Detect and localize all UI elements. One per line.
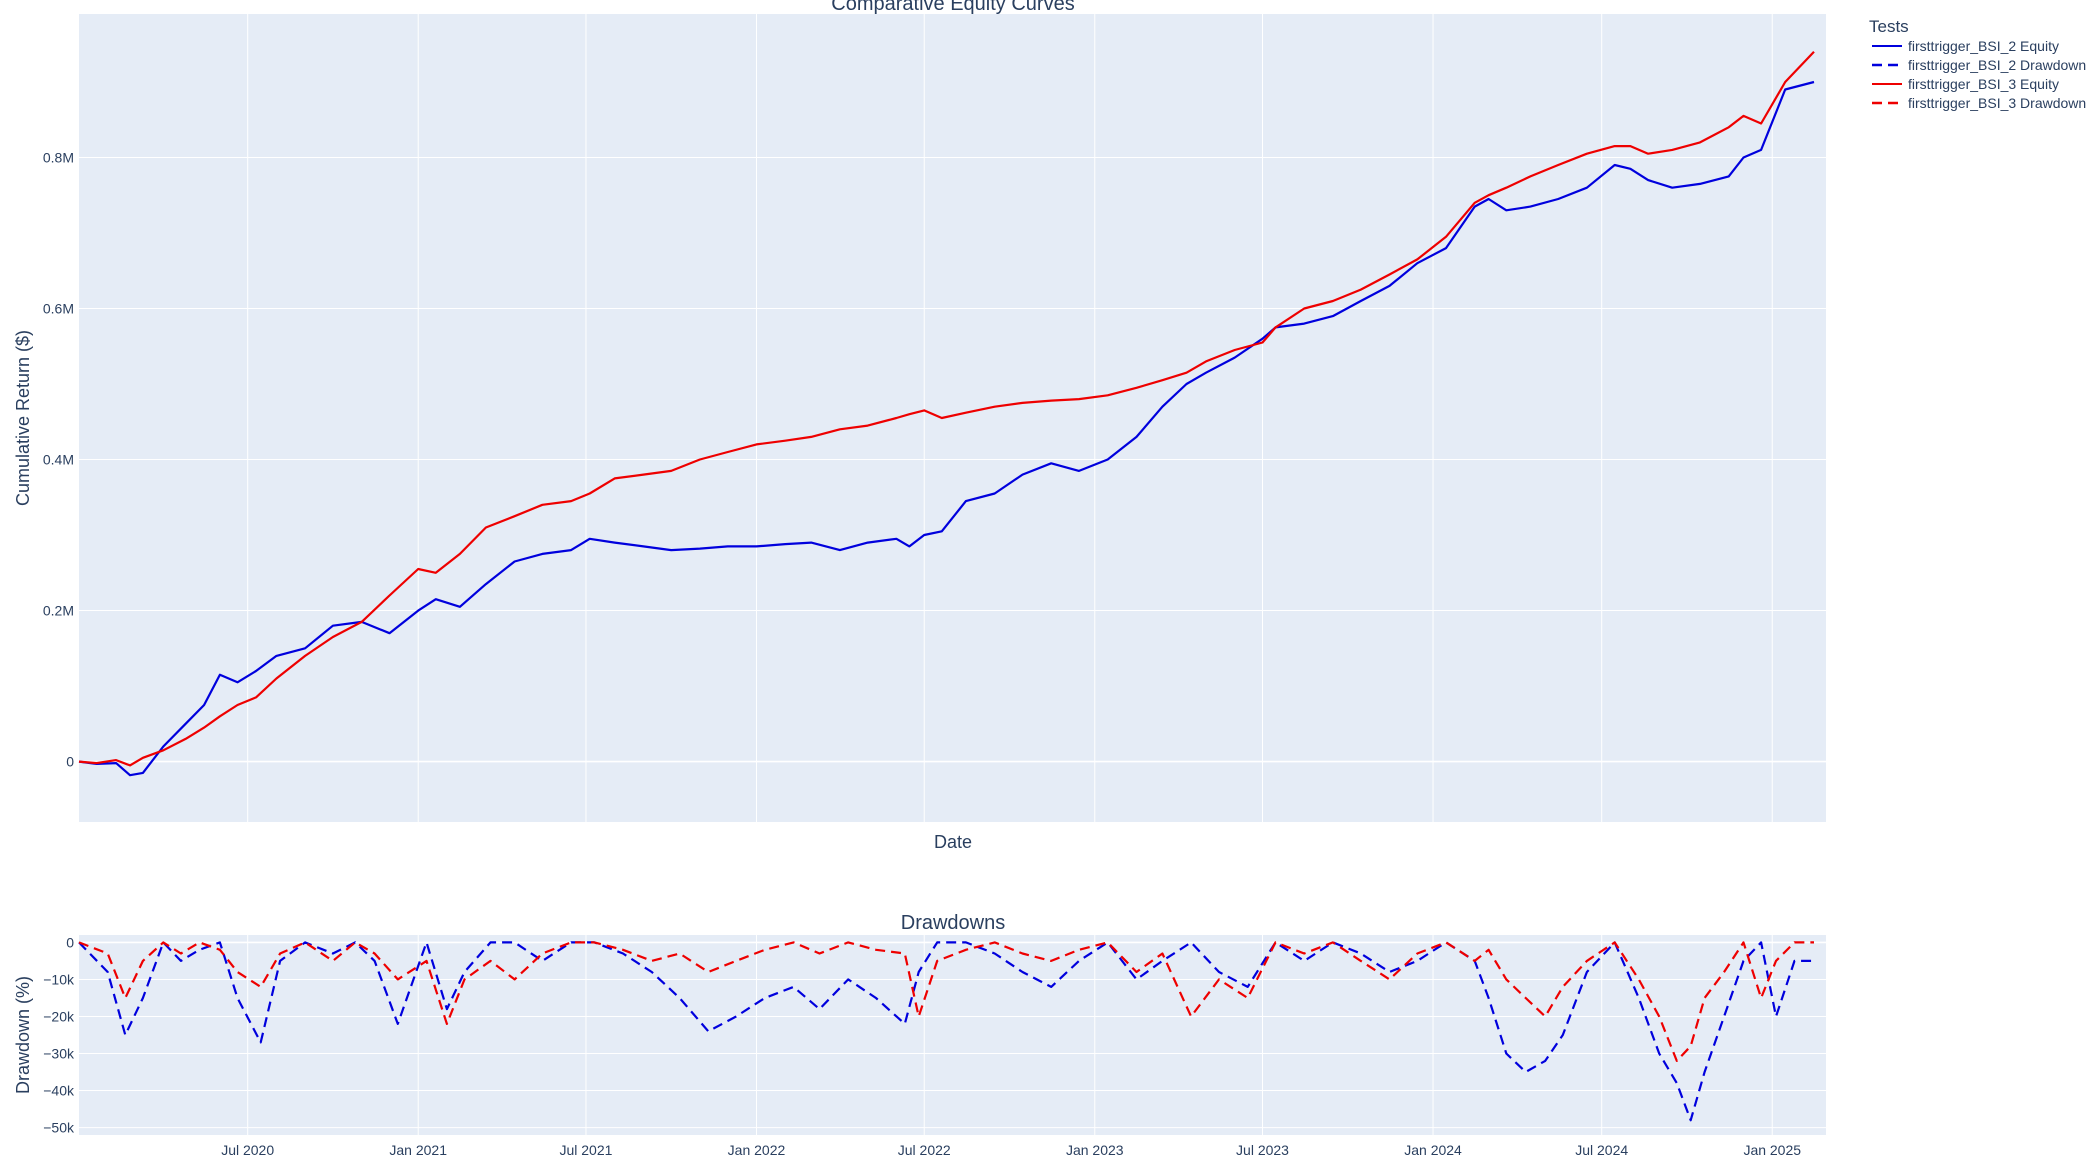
drawdown-plot-area xyxy=(79,935,1826,1135)
series-line: firsttrigger_BSI_2 Drawdown xyxy=(78,941,1814,1122)
y-tick-label: 0.8M xyxy=(43,149,74,165)
drawdown-x-ticks: Jul 2020 Jan 2021 Jul 2021 Jan 2022 Jul 2022… xyxy=(221,1142,1801,1158)
x-tick-label: Jan 2023 xyxy=(1066,1142,1124,1158)
equity-plot-area xyxy=(79,14,1826,822)
drawdown-chart-title: Drawdowns xyxy=(901,912,1005,934)
y-tick-label: 0 xyxy=(66,754,74,770)
series-line: firsttrigger_BSI_2 Equity xyxy=(78,80,1815,777)
x-tick-label: Jul 2023 xyxy=(1236,1142,1289,1158)
legend-item[interactable]: firsttrigger_BSI_3 Drawdown xyxy=(1872,95,2086,111)
equity-y-axis-title: Cumulative Return ($) xyxy=(13,330,33,506)
y-tick-label: −20k xyxy=(43,1008,75,1024)
legend-title: Tests xyxy=(1869,17,1909,36)
legend-label: firsttrigger_BSI_2 Equity xyxy=(1908,38,2059,54)
x-tick-label: Jul 2020 xyxy=(221,1142,274,1158)
legend-item[interactable]: firsttrigger_BSI_2 Drawdown xyxy=(1872,57,2086,73)
x-tick-label: Jan 2024 xyxy=(1404,1142,1462,1158)
x-tick-label: Jan 2022 xyxy=(728,1142,786,1158)
equity-y-ticks: 0 0.2M 0.4M 0.6M 0.8M xyxy=(43,149,74,769)
series-line: firsttrigger_BSI_3 Drawdown xyxy=(78,941,1814,1062)
x-tick-label: Jul 2024 xyxy=(1575,1142,1628,1158)
drawdown-y-ticks: 0 −10k −20k −30k −40k −50k xyxy=(43,934,75,1135)
equity-panel: firsttrigger_BSI_2 Equityfirsttrigger_BS… xyxy=(13,0,1826,852)
legend-item[interactable]: firsttrigger_BSI_2 Equity xyxy=(1872,38,2059,54)
legend-item[interactable]: firsttrigger_BSI_3 Equity xyxy=(1872,76,2059,92)
legend: Tests firsttrigger_BSI_2 Equity firsttri… xyxy=(1869,17,2086,111)
equity-gridlines xyxy=(79,14,1826,822)
y-tick-label: 0.6M xyxy=(43,301,74,317)
y-tick-label: −10k xyxy=(43,971,75,987)
legend-label: firsttrigger_BSI_2 Drawdown xyxy=(1908,57,2086,73)
legend-label: firsttrigger_BSI_3 Drawdown xyxy=(1908,95,2086,111)
y-tick-label: 0.4M xyxy=(43,452,74,468)
y-tick-label: −40k xyxy=(43,1083,75,1099)
drawdown-panel: firsttrigger_BSI_2 Drawdownfirsttrigger_… xyxy=(13,912,1826,1158)
y-tick-label: −50k xyxy=(43,1120,75,1136)
equity-chart-title: Comparative Equity Curves xyxy=(831,0,1074,15)
x-tick-label: Jan 2025 xyxy=(1743,1142,1801,1158)
drawdown-y-axis-title: Drawdown (%) xyxy=(13,976,33,1094)
x-tick-label: Jul 2022 xyxy=(898,1142,951,1158)
y-tick-label: 0.2M xyxy=(43,603,74,619)
drawdown-series: firsttrigger_BSI_2 Drawdownfirsttrigger_… xyxy=(78,941,1814,1122)
equity-series: firsttrigger_BSI_2 Equityfirsttrigger_BS… xyxy=(78,51,1815,777)
series-line: firsttrigger_BSI_3 Equity xyxy=(78,51,1815,767)
y-tick-label: 0 xyxy=(66,934,74,950)
x-tick-label: Jan 2021 xyxy=(389,1142,447,1158)
x-tick-label: Jul 2021 xyxy=(559,1142,612,1158)
legend-label: firsttrigger_BSI_3 Equity xyxy=(1908,76,2059,92)
equity-x-axis-title: Date xyxy=(934,832,972,852)
y-tick-label: −30k xyxy=(43,1046,75,1062)
